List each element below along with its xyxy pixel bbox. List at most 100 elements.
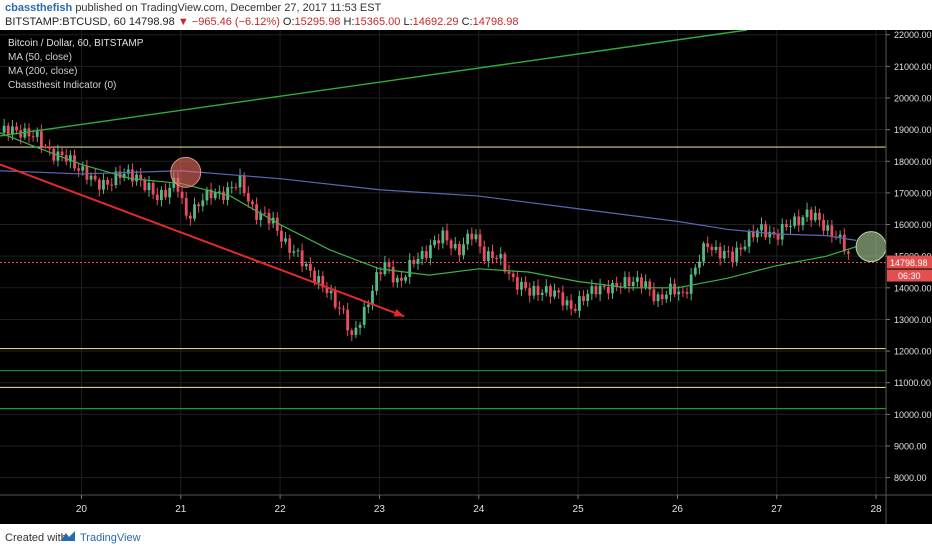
candle-up — [793, 216, 797, 226]
legend-ma50: MA (50, close) — [8, 52, 72, 63]
candle-down — [93, 175, 97, 180]
candle-up — [801, 217, 805, 226]
candle-down — [184, 198, 188, 216]
candle-up — [540, 292, 544, 295]
horizontal-levels — [0, 146, 886, 410]
chart-legend: Bitcoin / Dollar, 60, BITSTAMP MA (50, c… — [8, 38, 144, 91]
candle-down — [549, 286, 552, 297]
candle-down — [809, 209, 813, 221]
candle-down — [445, 230, 449, 241]
candle-down — [39, 131, 43, 147]
candle-up — [698, 261, 701, 268]
price-tick-label: 19000.00 — [894, 125, 932, 135]
author-link[interactable]: cbassthefish — [5, 2, 73, 14]
candle-down — [424, 251, 428, 258]
candle-up — [329, 290, 333, 294]
candle-up — [317, 276, 321, 283]
countdown-badge — [887, 269, 932, 282]
candle-down — [727, 251, 730, 253]
candle-down — [706, 243, 710, 247]
candle-up — [429, 245, 432, 258]
candle-down — [222, 191, 225, 200]
candle-down — [387, 262, 391, 267]
candles — [2, 118, 850, 342]
candle-up — [420, 251, 424, 259]
price-tick-label: 13000.00 — [894, 315, 932, 325]
candle-down — [569, 300, 573, 309]
candle-down — [300, 250, 304, 267]
candle-down — [379, 272, 383, 275]
tradingview-brand[interactable]: TradingView — [80, 532, 141, 544]
candle-up — [669, 283, 672, 295]
candle-up — [102, 179, 105, 190]
candle-down — [60, 151, 64, 156]
candle-up — [702, 243, 705, 262]
candle-up — [358, 324, 362, 328]
candle-up — [304, 264, 308, 267]
candle-down — [776, 234, 780, 240]
candle-down — [457, 243, 461, 256]
last-price: 14798.98 — [128, 16, 175, 28]
candle-down — [209, 189, 213, 199]
candle-down — [594, 286, 598, 295]
price-axis[interactable]: 22000.00 21000.00 20000.00 19000.00 18000.00… — [885, 30, 932, 524]
candle-up — [68, 155, 72, 162]
time-tick-label: 23 — [374, 504, 386, 515]
candle-down — [764, 224, 768, 238]
candle-down — [255, 204, 258, 221]
candle-down — [118, 171, 122, 178]
candle-down — [143, 180, 147, 191]
candle-down — [110, 184, 114, 186]
candle-up — [805, 209, 809, 218]
candle-up — [474, 234, 478, 240]
candle-up — [623, 277, 627, 288]
price-tick-label: 22000.00 — [894, 30, 932, 40]
candle-down — [342, 308, 345, 310]
candle-up — [760, 224, 763, 231]
candle-up — [453, 243, 457, 249]
time-axis[interactable]: 20 21 22 23 24 25 26 27 28 — [0, 494, 932, 515]
time-tick-label: 26 — [672, 504, 684, 515]
candle-down — [48, 146, 52, 149]
candle-down — [437, 240, 441, 244]
candle-up — [466, 233, 470, 245]
uptrend-line — [0, 30, 748, 137]
legend-ma200: MA (200, close) — [8, 66, 77, 77]
candle-down — [573, 308, 577, 311]
candle-up — [284, 238, 287, 242]
downtrend-arrowhead — [393, 309, 405, 317]
candle-up — [404, 276, 407, 281]
candle-down — [15, 126, 18, 131]
candle-down — [627, 277, 631, 287]
candle-down — [503, 254, 507, 272]
candle-up — [598, 285, 602, 295]
candle-down — [197, 204, 201, 207]
price-chart[interactable]: 22000.00 21000.00 20000.00 19000.00 18000.00… — [0, 30, 932, 524]
time-tick-label: 24 — [473, 504, 485, 515]
price-tick-label: 14000.00 — [894, 283, 932, 293]
candle-down — [842, 234, 846, 252]
candle-up — [362, 306, 366, 325]
ma50-line — [0, 132, 857, 289]
candle-up — [722, 251, 726, 259]
candle-up — [768, 231, 772, 238]
candle-up — [611, 283, 614, 294]
footer: Created with TradingView — [0, 524, 932, 550]
candle-down — [524, 281, 528, 289]
candle-down — [482, 246, 486, 262]
candle-up — [366, 304, 370, 307]
candle-up — [565, 300, 569, 306]
candle-up — [11, 126, 14, 135]
candle-up — [433, 240, 436, 246]
open-label: O: — [282, 16, 295, 28]
publication-header: cbassthefish published on TradingView.co… — [0, 0, 932, 30]
time-tick-label: 25 — [573, 504, 585, 515]
candle-down — [491, 251, 494, 259]
candle-down — [478, 234, 482, 247]
candle-up — [383, 262, 387, 275]
candle-up — [714, 246, 718, 250]
candle-up — [544, 286, 548, 293]
created-with-text: Created with — [5, 532, 67, 544]
candle-up — [813, 212, 817, 221]
candle-down — [648, 281, 652, 290]
